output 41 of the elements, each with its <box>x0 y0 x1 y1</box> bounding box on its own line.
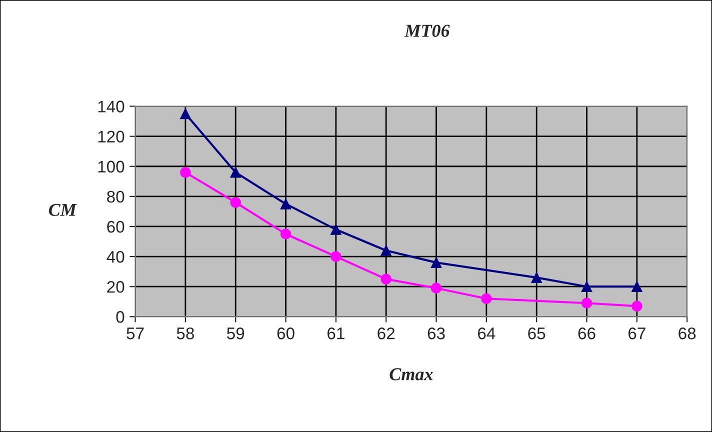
point <box>330 251 342 262</box>
point <box>430 282 442 294</box>
point <box>581 298 592 309</box>
x-tick-label: 60 <box>277 328 294 340</box>
y-tick-label: 20 <box>107 281 124 293</box>
y-tick-label: 120 <box>98 130 124 143</box>
x-tick-label: 63 <box>428 328 445 340</box>
y-tick-label: 0 <box>116 311 124 323</box>
point <box>180 108 191 120</box>
y-axis-title: CM <box>48 204 77 216</box>
chart-title: MT06 <box>404 24 450 37</box>
x-tick-label: 65 <box>528 328 546 340</box>
point <box>230 167 241 178</box>
x-axis-title: Cmax <box>390 368 433 380</box>
point <box>280 228 292 240</box>
x-tick-label: 61 <box>328 328 344 340</box>
point <box>380 245 392 256</box>
y-tick-label: 80 <box>107 190 124 203</box>
point <box>481 293 492 304</box>
y-tick-label: 140 <box>98 100 124 112</box>
x-tick-label: 66 <box>578 328 596 340</box>
x-tick-label: 62 <box>378 328 395 340</box>
point <box>581 281 592 292</box>
x-tick-label: 58 <box>176 328 194 340</box>
x-tick-label: 57 <box>126 328 144 340</box>
x-tick-label: 67 <box>628 328 646 340</box>
point <box>180 167 191 178</box>
x-tick-label: 68 <box>678 328 696 340</box>
point <box>330 224 342 235</box>
point <box>380 274 392 284</box>
point <box>632 300 642 312</box>
y-tick-label: 60 <box>107 220 124 233</box>
x-tick-label: 64 <box>478 328 496 340</box>
x-tick-label: 59 <box>227 328 244 340</box>
point <box>632 281 642 292</box>
point <box>531 272 542 283</box>
point <box>280 198 292 210</box>
y-tick-label: 40 <box>106 250 124 263</box>
point <box>430 257 442 268</box>
y-tick-label: 100 <box>98 160 124 173</box>
point <box>230 197 241 208</box>
